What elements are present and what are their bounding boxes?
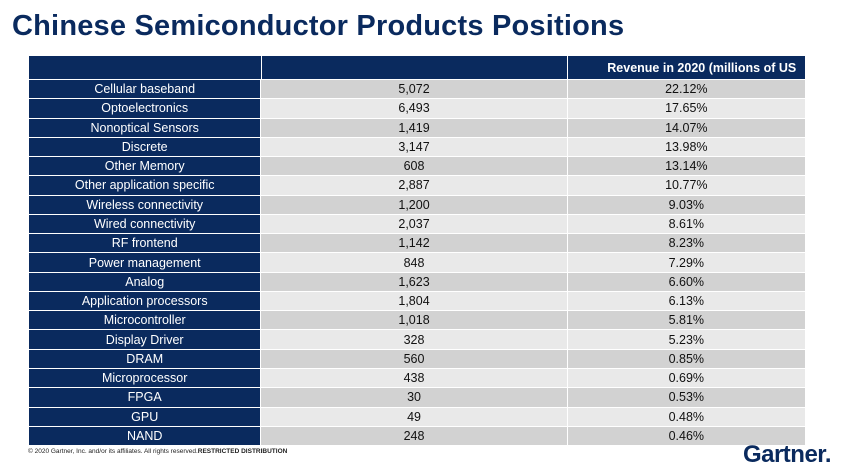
product-cell: DRAM [29, 349, 261, 368]
product-cell: Other Memory [29, 157, 261, 176]
table-row: Discrete 3,147 13.98% [29, 137, 805, 158]
share-cell: 17.65% [566, 99, 805, 118]
revenue-cell: 49 [260, 407, 567, 426]
table-row: FPGA 30 0.53% [29, 388, 805, 408]
share-cell: 8.23% [566, 234, 805, 253]
header-product [29, 56, 261, 79]
revenue-cell: 1,623 [260, 272, 567, 291]
share-cell: 22.12% [566, 80, 805, 99]
gartner-logo: Gartner. [742, 441, 832, 469]
share-cell: 5.81% [566, 311, 805, 330]
revenue-cell: 248 [260, 426, 567, 446]
share-cell: 0.85% [566, 349, 805, 368]
product-cell: Analog [29, 272, 261, 291]
table-row: Power management 848 7.29% [29, 253, 805, 273]
share-cell: 8.61% [566, 214, 805, 234]
header-share: Revenue in 2020 (millions of US [567, 56, 805, 79]
product-cell: Nonoptical Sensors [29, 118, 261, 137]
product-cell: Application processors [29, 291, 261, 311]
table-row: GPU 49 0.48% [29, 407, 805, 427]
revenue-cell: 1,804 [260, 291, 567, 311]
revenue-cell: 30 [260, 388, 567, 407]
table-row: Display Driver 328 5.23% [29, 330, 805, 350]
product-cell: Microprocessor [29, 368, 261, 388]
product-cell: Display Driver [29, 330, 261, 349]
table-row: Other application specific 2,887 10.77% [29, 176, 805, 196]
product-cell: FPGA [29, 388, 261, 407]
share-cell: 7.29% [566, 253, 805, 272]
table-row: RF frontend 1,142 8.23% [29, 234, 805, 254]
revenue-cell: 560 [260, 349, 567, 368]
share-cell: 13.98% [566, 137, 805, 157]
revenue-cell: 1,018 [260, 311, 567, 330]
product-cell: Optoelectronics [29, 99, 261, 118]
header-revenue [260, 56, 568, 79]
revenue-cell: 1,142 [260, 234, 567, 253]
product-cell: Power management [29, 253, 261, 272]
revenue-cell: 608 [260, 157, 567, 176]
table-row: Cellular baseband 5,072 22.12% [29, 80, 805, 100]
product-cell: Discrete [29, 137, 261, 157]
products-table: Revenue in 2020 (millions of US Cellular… [29, 56, 805, 446]
share-cell: 5.23% [566, 330, 805, 349]
product-cell: NAND [29, 426, 261, 446]
table-row: DRAM 560 0.85% [29, 349, 805, 369]
revenue-cell: 2,887 [260, 176, 567, 195]
table-row: Analog 1,623 6.60% [29, 272, 805, 292]
page-title: Chinese Semiconductor Products Positions [12, 10, 625, 42]
revenue-cell: 328 [260, 330, 567, 349]
product-cell: Other application specific [29, 176, 261, 195]
revenue-cell: 1,419 [260, 118, 567, 137]
revenue-cell: 5,072 [260, 80, 567, 99]
share-cell: 0.69% [566, 368, 805, 388]
product-cell: Wireless connectivity [29, 195, 261, 214]
share-cell: 13.14% [566, 157, 805, 176]
logo-dot: . [824, 441, 832, 468]
share-cell: 6.13% [566, 291, 805, 311]
table-row: Other Memory 608 13.14% [29, 157, 805, 177]
share-cell: 10.77% [566, 176, 805, 195]
share-cell: 0.48% [566, 407, 805, 426]
table-row: Nonoptical Sensors 1,419 14.07% [29, 118, 805, 138]
revenue-cell: 6,493 [260, 99, 567, 118]
table-row: NAND 248 0.46% [29, 426, 805, 446]
logo-text: Gartner [742, 441, 825, 468]
table-row: Microprocessor 438 0.69% [29, 368, 805, 389]
table-row: Wired connectivity 2,037 8.61% [29, 214, 805, 235]
table-header-row: Revenue in 2020 (millions of US [29, 56, 805, 80]
copyright-footer: © 2020 Gartner, Inc. and/or its affiliat… [28, 448, 287, 455]
table-row: Microcontroller 1,018 5.81% [29, 311, 805, 331]
product-cell: Microcontroller [29, 311, 261, 330]
revenue-cell: 2,037 [260, 214, 567, 234]
revenue-cell: 1,200 [260, 195, 567, 214]
restricted-label: RESTRICTED DISTRIBUTION [197, 448, 288, 455]
table-row: Wireless connectivity 1,200 9.03% [29, 195, 805, 215]
share-cell: 0.53% [566, 388, 805, 407]
share-cell: 0.46% [566, 426, 805, 446]
table-row: Application processors 1,804 6.13% [29, 291, 805, 312]
product-cell: RF frontend [29, 234, 261, 253]
revenue-cell: 438 [260, 368, 567, 388]
share-cell: 6.60% [566, 272, 805, 291]
revenue-cell: 3,147 [260, 137, 567, 157]
copyright-text: © 2020 Gartner, Inc. and/or its affiliat… [28, 448, 198, 455]
share-cell: 14.07% [566, 118, 805, 137]
table-row: Optoelectronics 6,493 17.65% [29, 99, 805, 119]
product-cell: Wired connectivity [29, 214, 261, 234]
revenue-cell: 848 [260, 253, 567, 272]
product-cell: Cellular baseband [29, 80, 261, 99]
share-cell: 9.03% [566, 195, 805, 214]
product-cell: GPU [29, 407, 261, 426]
